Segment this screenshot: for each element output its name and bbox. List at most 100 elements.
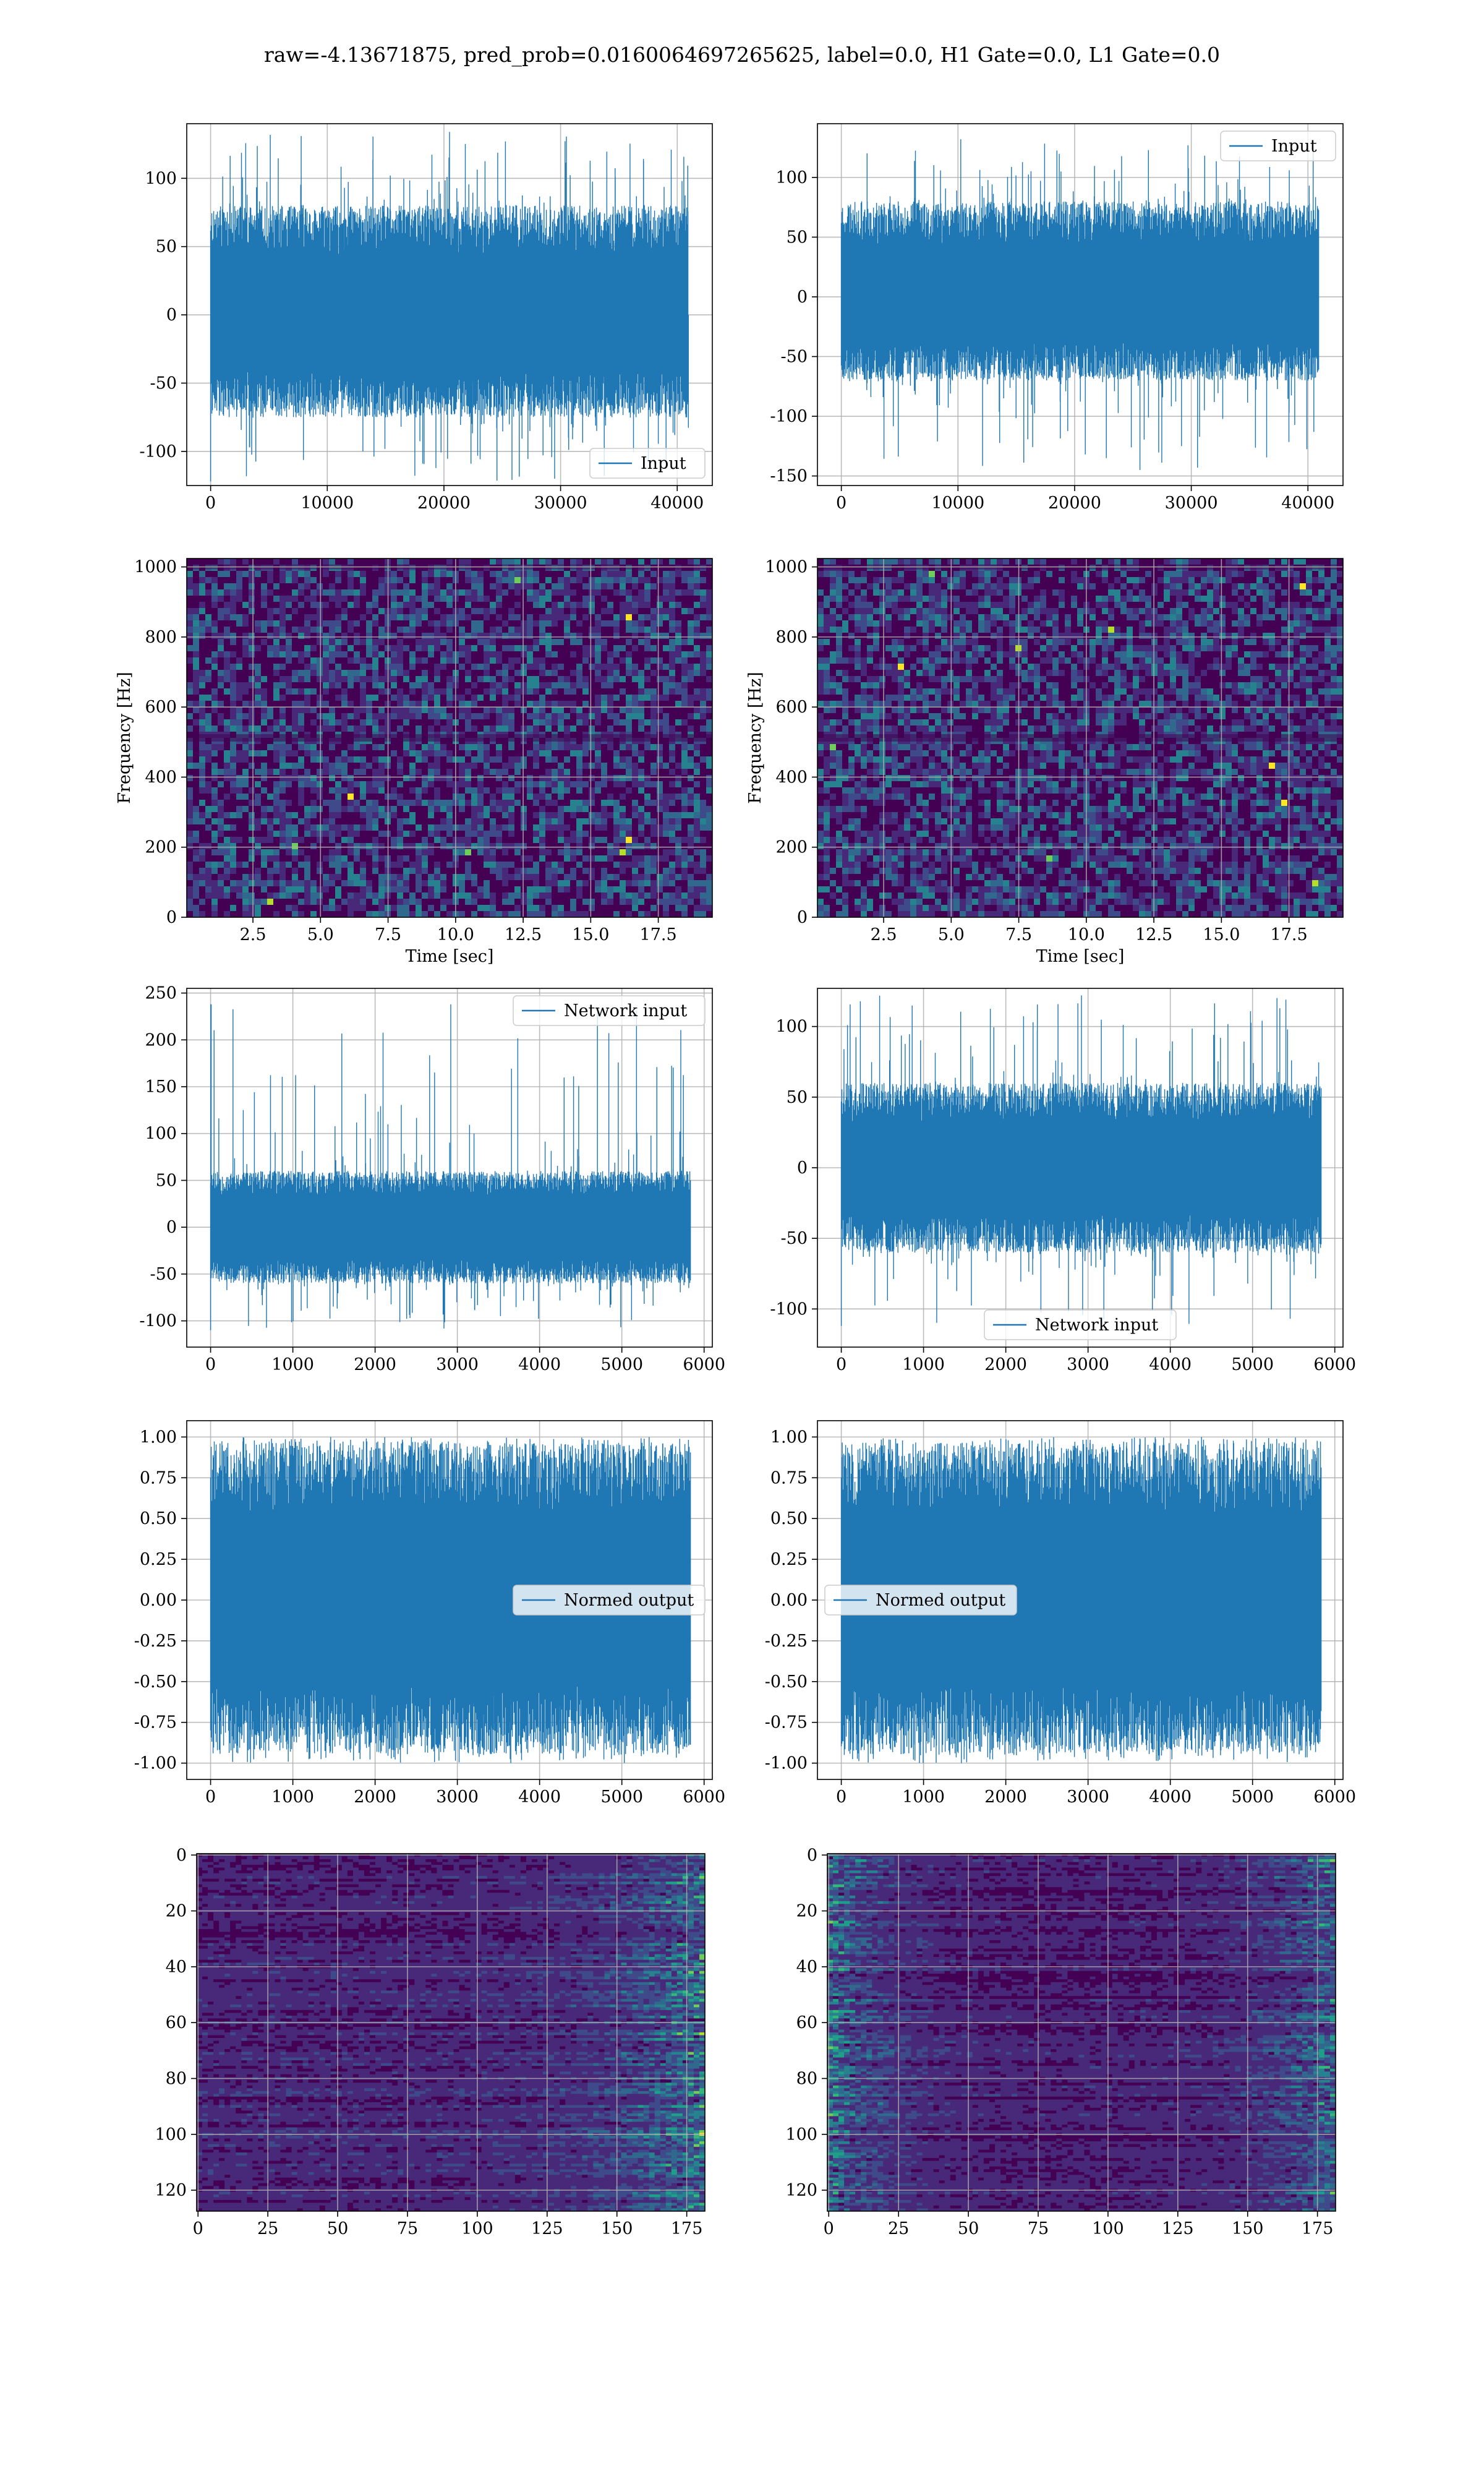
heatmap-cell	[366, 577, 372, 583]
heatmap-cell	[360, 682, 366, 688]
heatmap-cell	[218, 695, 224, 701]
heatmap-cell	[626, 862, 632, 868]
heatmap-cell	[564, 571, 570, 577]
heatmap-cell	[187, 880, 193, 886]
heatmap-cell	[595, 559, 601, 565]
heatmap-cell	[521, 756, 527, 763]
heatmap-cell	[446, 664, 453, 670]
heatmap-cell	[459, 905, 465, 911]
heatmap-cell	[446, 812, 453, 818]
heatmap-cell	[545, 596, 552, 602]
heatmap-cell	[378, 627, 385, 633]
heatmap-cell	[199, 583, 205, 589]
heatmap-cell	[527, 781, 533, 787]
heatmap-cell	[341, 812, 348, 818]
heatmap-cell	[657, 899, 663, 905]
heatmap-cell	[496, 744, 502, 750]
heatmap-cell	[533, 800, 539, 806]
heatmap-cell	[465, 657, 471, 664]
heatmap-cell	[552, 670, 558, 676]
heatmap-cell	[403, 633, 409, 639]
heatmap-cell	[558, 602, 564, 608]
heatmap-cell	[502, 818, 508, 824]
heatmap-cell	[199, 899, 205, 905]
heatmap-cell	[663, 750, 669, 756]
heatmap-cell	[323, 911, 329, 917]
heatmap-cell	[354, 775, 360, 781]
heatmap-cell	[372, 695, 378, 701]
heatmap-cell	[230, 608, 236, 614]
heatmap-cell	[521, 837, 527, 843]
heatmap-cell	[527, 837, 533, 843]
heatmap-cell	[335, 707, 341, 713]
heatmap-cell	[317, 756, 323, 763]
heatmap-cell	[490, 756, 496, 763]
heatmap-cell	[236, 794, 242, 800]
heatmap-cell	[409, 695, 416, 701]
heatmap-cell	[292, 577, 298, 583]
heatmap-cell	[446, 620, 453, 627]
heatmap-cell	[607, 750, 613, 756]
heatmap-cell	[471, 824, 477, 831]
heatmap-cell	[409, 713, 416, 719]
heatmap-cell	[459, 874, 465, 880]
heatmap-cell	[224, 874, 230, 880]
heatmap-cell	[391, 769, 397, 775]
heatmap-cell	[193, 682, 199, 688]
heatmap-cell	[620, 645, 626, 651]
heatmap-cell	[329, 905, 335, 911]
heatmap-cell	[341, 701, 348, 707]
heatmap-cell	[471, 676, 477, 682]
heatmap-cell	[607, 695, 613, 701]
heatmap-cell	[292, 620, 298, 627]
heatmap-cell	[582, 602, 589, 608]
heatmap-cell	[558, 676, 564, 682]
heatmap-cell	[595, 688, 601, 695]
heatmap-cell	[595, 806, 601, 812]
heatmap-cell	[514, 571, 521, 577]
heatmap-cell	[607, 682, 613, 688]
heatmap-cell	[632, 849, 638, 855]
heatmap-cell	[304, 892, 310, 899]
heatmap-cell	[428, 855, 434, 862]
heatmap-cell	[552, 645, 558, 651]
heatmap-cell	[292, 657, 298, 664]
heatmap-cell	[675, 620, 681, 627]
heatmap-cell	[428, 818, 434, 824]
heatmap-cell	[484, 794, 490, 800]
heatmap-cell	[700, 756, 706, 763]
heatmap-cell	[706, 843, 712, 849]
heatmap-cell	[298, 559, 304, 565]
heatmap-cell	[502, 794, 508, 800]
heatmap-cell	[298, 676, 304, 682]
heatmap-cell	[471, 602, 477, 608]
heatmap-cell	[199, 682, 205, 688]
heatmap-cell	[539, 892, 545, 899]
heatmap-cell	[650, 756, 657, 763]
heatmap-cell	[620, 719, 626, 726]
heatmap-cell	[675, 787, 681, 794]
heatmap-cell	[576, 614, 582, 620]
heatmap-cell	[570, 750, 576, 756]
heatmap-cell	[378, 849, 385, 855]
heatmap-cell	[366, 707, 372, 713]
heatmap-cell	[644, 905, 650, 911]
heatmap-cell	[675, 905, 681, 911]
heatmap-cell	[317, 775, 323, 781]
heatmap-cell	[409, 596, 416, 602]
heatmap-cell	[502, 639, 508, 645]
heatmap-cell	[508, 874, 514, 880]
heatmap-cell	[286, 886, 292, 892]
heatmap-cell	[199, 719, 205, 726]
heatmap-cell	[694, 868, 700, 874]
heatmap-cell	[638, 831, 644, 837]
heatmap-cell	[348, 818, 354, 824]
heatmap-cell	[416, 688, 422, 695]
heatmap-cell	[391, 695, 397, 701]
heatmap-cell	[508, 651, 514, 657]
heatmap-cell	[335, 905, 341, 911]
heatmap-cell	[607, 589, 613, 596]
heatmap-cell	[335, 763, 341, 769]
heatmap-cell	[205, 583, 211, 589]
heatmap-cell	[366, 620, 372, 627]
